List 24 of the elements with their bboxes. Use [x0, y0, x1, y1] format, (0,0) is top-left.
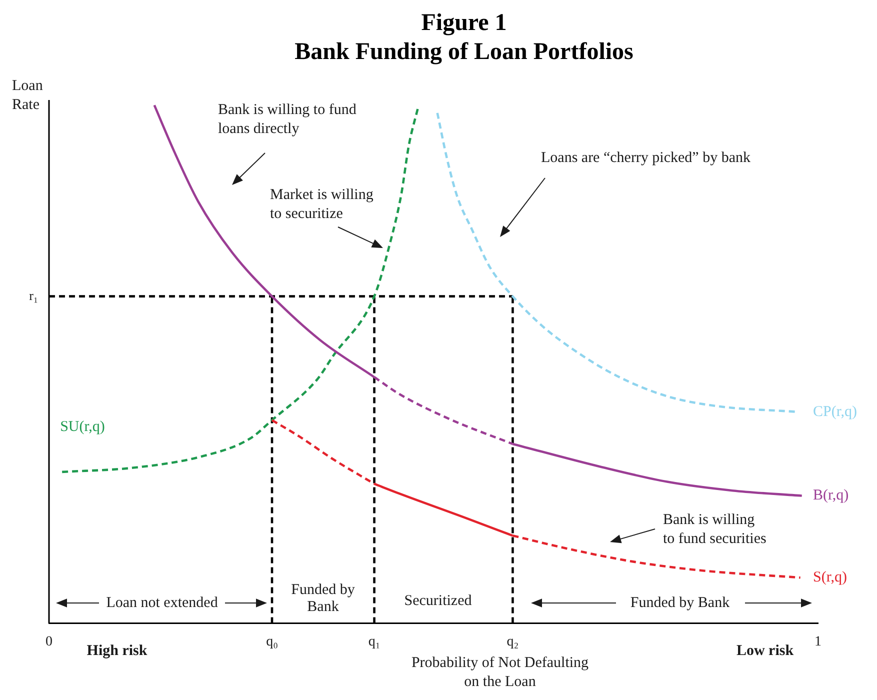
text: SU(r,q)	[60, 418, 105, 435]
series-label: S(r,q)	[813, 570, 847, 586]
annotation: Funded by Bank	[630, 594, 730, 611]
x-tick-label: 1	[814, 634, 822, 650]
annotation: Loans are “cherry picked” by bank	[541, 150, 751, 166]
y-axis-title: Loan Rate	[12, 78, 44, 113]
x-tick-label: q₀	[266, 634, 278, 650]
text: High risk	[86, 642, 148, 659]
annotation: r₁	[29, 288, 38, 303]
x-tick-label: 0	[46, 634, 52, 650]
series-label: CP(r,q)	[813, 404, 857, 420]
annotation: Securitized	[404, 592, 472, 609]
text: Low risk	[736, 642, 794, 659]
chart-subtitle: Bank Funding of Loan Portfolios	[294, 39, 634, 66]
annotation: Bank is willing to fund loans directly	[218, 102, 357, 137]
series-label: B(r,q)	[813, 488, 849, 504]
annotation: Market is willing to securitize	[270, 186, 374, 222]
x-tick-label: q₁	[368, 634, 380, 650]
chart-title: Figure 1	[421, 10, 507, 36]
annotation: Bank is willing to fund securities	[663, 512, 766, 547]
annotation: Funded by Bank	[291, 582, 356, 615]
x-axis-title: Probability of Not Defaulting on the Loan	[411, 655, 590, 690]
annotation: Loan not extended	[106, 594, 218, 611]
x-tick-label: q₂	[506, 634, 519, 650]
